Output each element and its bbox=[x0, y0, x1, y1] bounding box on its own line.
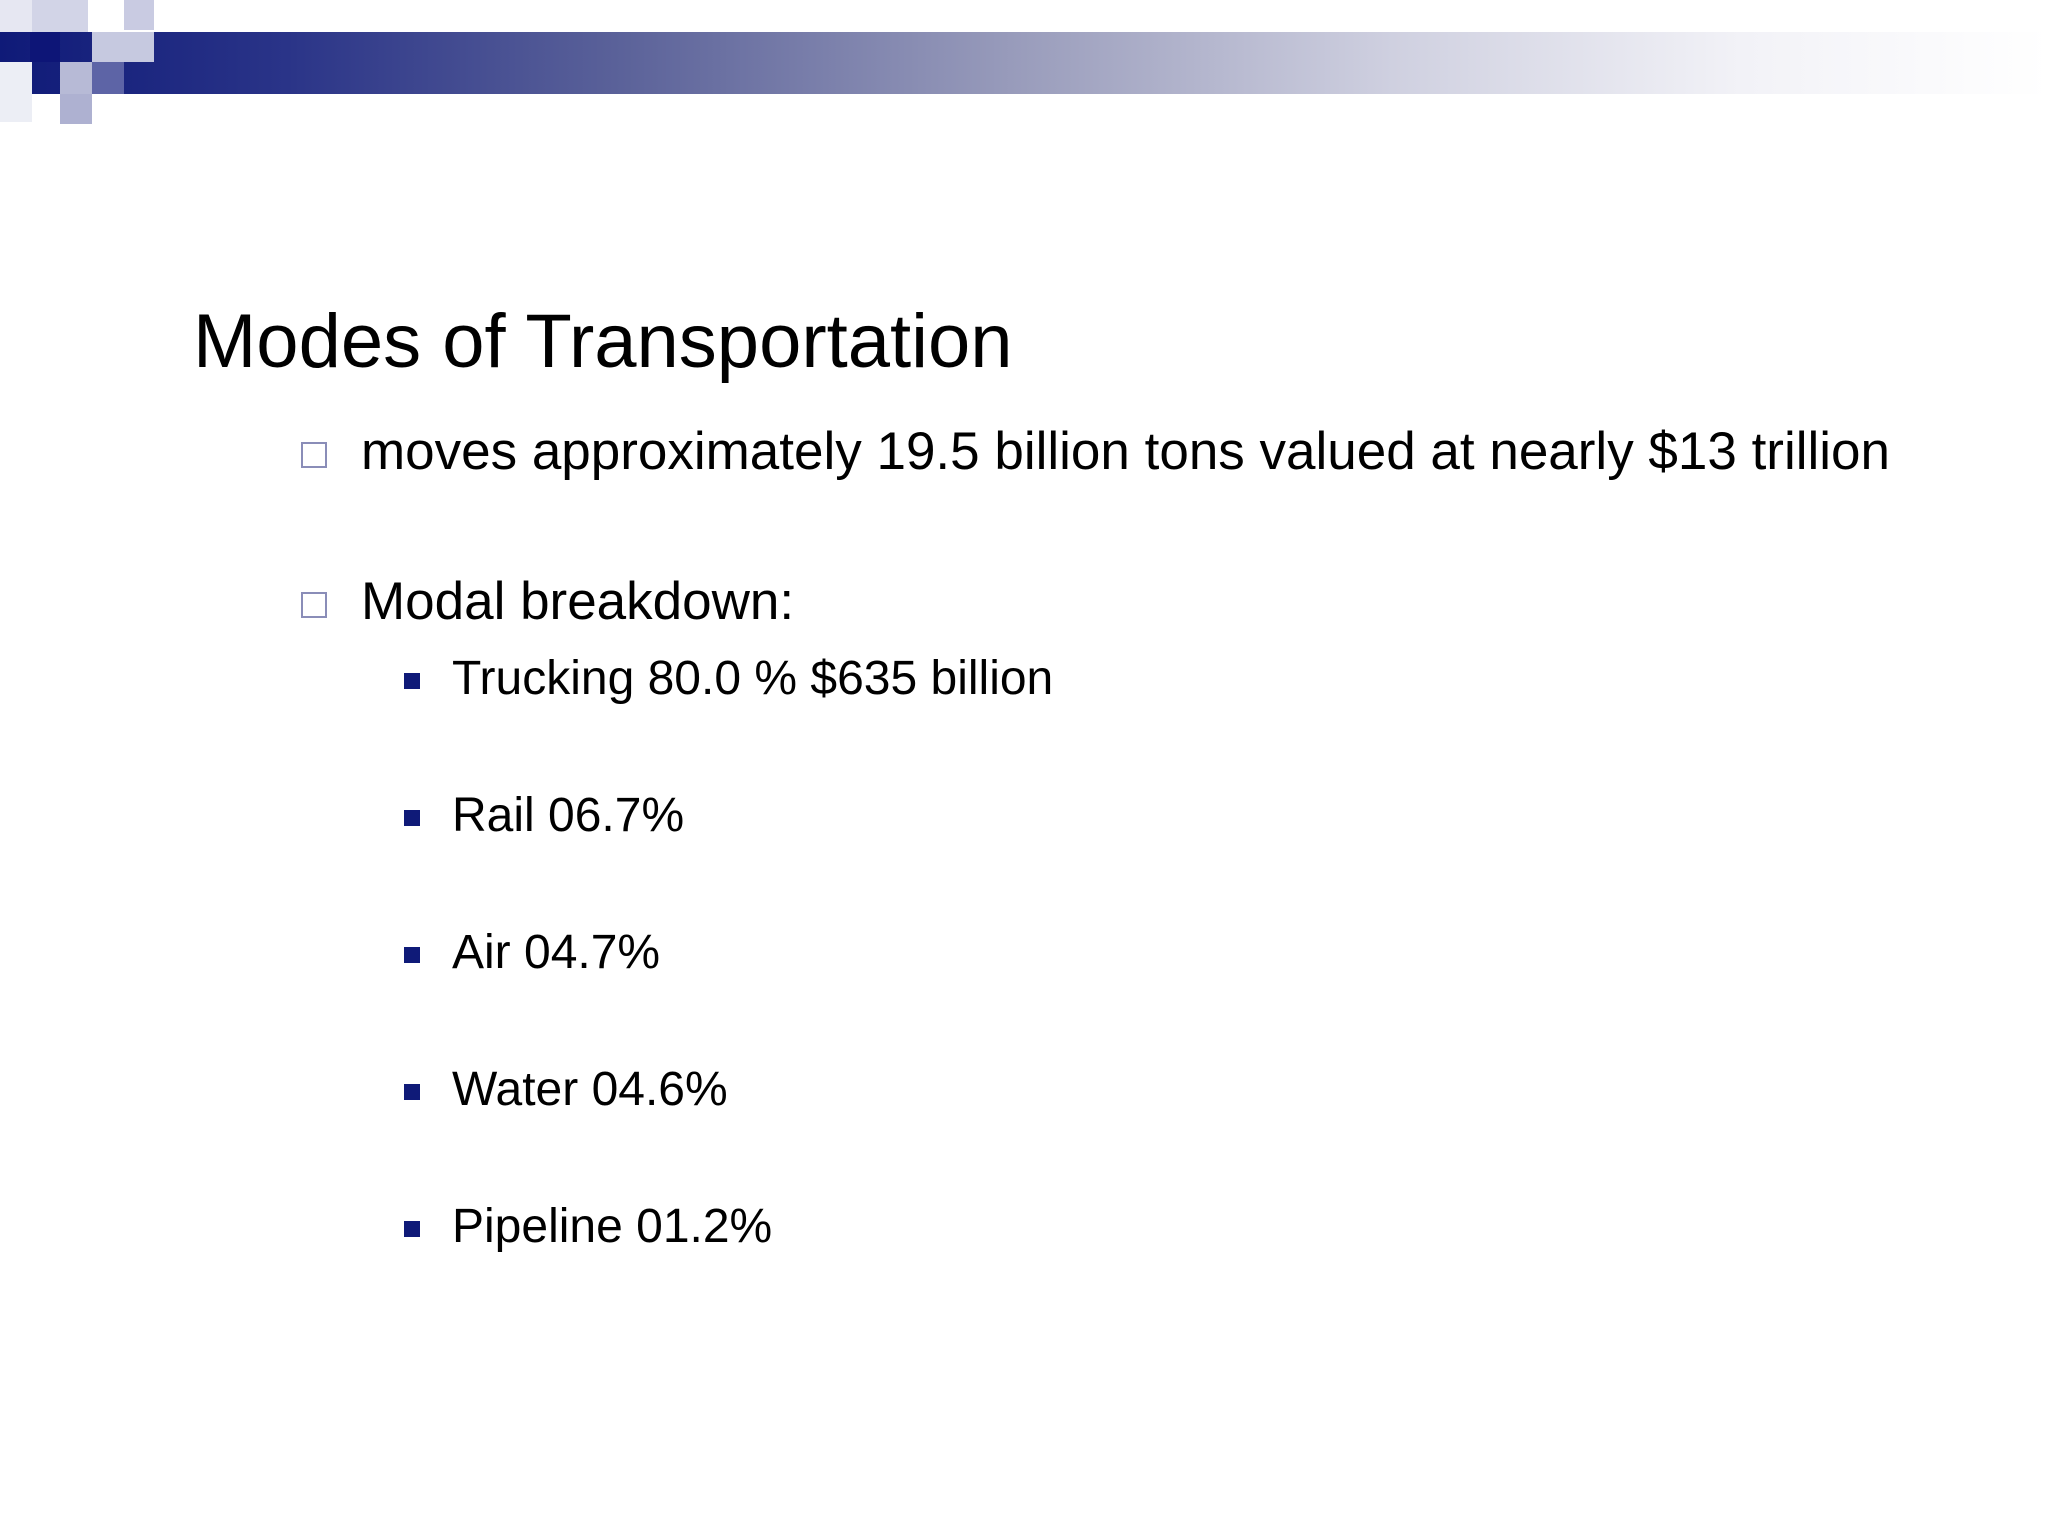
decor-square bbox=[32, 0, 88, 32]
header-gradient-band bbox=[0, 32, 2048, 94]
sub-bullet-item: Trucking 80.0 % $635 billion bbox=[400, 649, 1053, 709]
decor-square bbox=[0, 62, 32, 122]
sub-bullet-text: Trucking 80.0 % $635 billion bbox=[452, 652, 1054, 705]
sub-bullet-item: Pipeline 01.2% bbox=[400, 1197, 772, 1257]
decor-square bbox=[0, 0, 32, 32]
filled-square-bullet-icon bbox=[404, 947, 420, 963]
sub-bullet-text: Air 04.7% bbox=[452, 926, 661, 979]
decor-square bbox=[124, 0, 154, 30]
decor-square bbox=[30, 32, 60, 62]
sub-bullet-item: Rail 06.7% bbox=[400, 786, 684, 846]
hollow-square-bullet-icon bbox=[301, 592, 327, 618]
sub-bullet-item: Water 04.6% bbox=[400, 1060, 728, 1120]
filled-square-bullet-icon bbox=[404, 810, 420, 826]
sub-bullet-text: Water 04.6% bbox=[452, 1063, 728, 1116]
decor-square bbox=[92, 32, 154, 62]
slide-title: Modes of Transportation bbox=[193, 299, 1013, 384]
filled-square-bullet-icon bbox=[404, 1221, 420, 1237]
sub-bullet-text: Pipeline 01.2% bbox=[452, 1200, 773, 1253]
bullet-text: moves approximately 19.5 billion tons va… bbox=[361, 422, 1891, 481]
decor-square bbox=[92, 62, 124, 94]
sub-bullet-text: Rail 06.7% bbox=[452, 789, 685, 842]
decor-square bbox=[60, 94, 92, 124]
bullet-item: moves approximately 19.5 billion tons va… bbox=[296, 418, 1921, 486]
decor-square bbox=[60, 62, 92, 94]
bullet-text: Modal breakdown: bbox=[361, 572, 795, 631]
filled-square-bullet-icon bbox=[404, 673, 420, 689]
filled-square-bullet-icon bbox=[404, 1084, 420, 1100]
sub-bullet-item: Air 04.7% bbox=[400, 923, 660, 983]
hollow-square-bullet-icon bbox=[301, 442, 327, 468]
bullet-item: Modal breakdown: bbox=[296, 568, 1921, 636]
